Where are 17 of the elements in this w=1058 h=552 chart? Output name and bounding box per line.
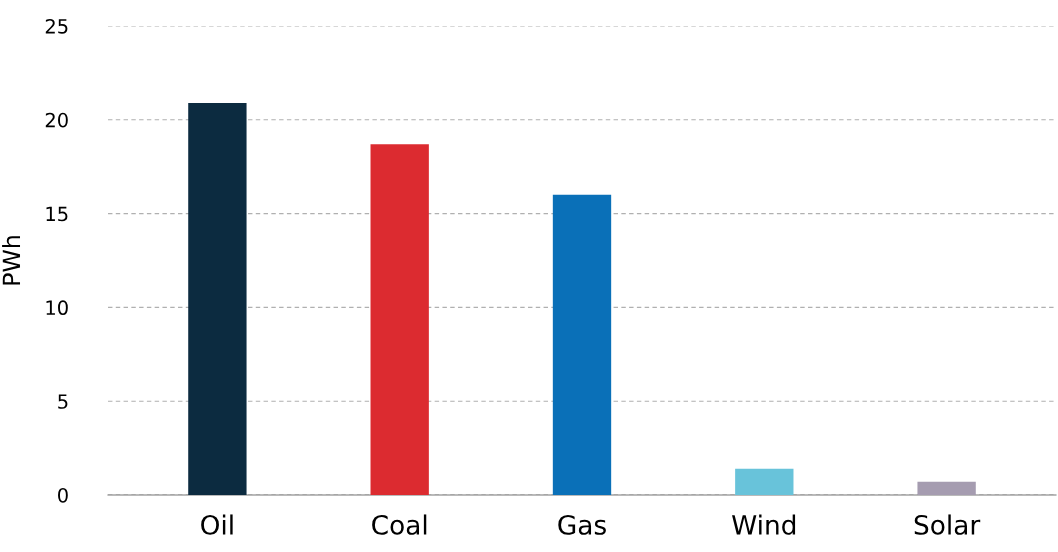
bar (188, 102, 247, 495)
y-tick-label: 10 (46, 300, 68, 316)
y-axis-title: PWh (2, 236, 21, 285)
bar (917, 481, 976, 495)
bar (735, 468, 794, 495)
x-tick-label: Coal (372, 514, 427, 535)
x-tick-label: Gas (558, 514, 606, 535)
x-tick-label: Solar (914, 514, 981, 535)
y-tick-label: 0 (58, 487, 68, 503)
y-tick-label: 20 (45, 112, 68, 128)
x-tick-label: Wind (732, 514, 796, 535)
x-tick-label: Oil (201, 514, 233, 535)
y-tick-label: 15 (46, 206, 68, 222)
y-tick-label: 5 (58, 394, 68, 409)
bar (552, 194, 612, 495)
bar (370, 144, 429, 495)
y-tick-label: 25 (45, 18, 68, 34)
